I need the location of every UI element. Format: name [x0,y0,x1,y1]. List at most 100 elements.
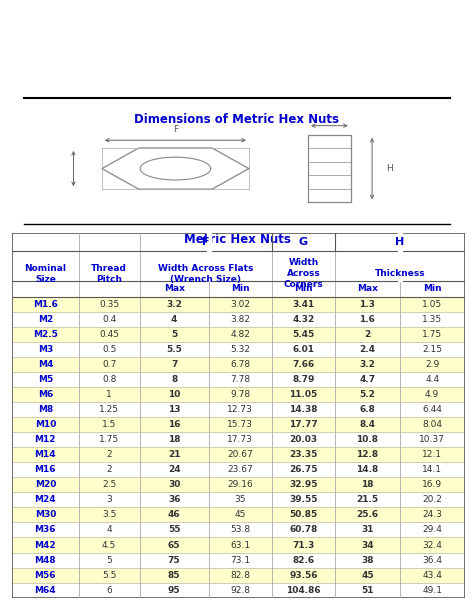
Bar [12,478,465,492]
Text: 36.4: 36.4 [422,555,442,565]
Text: 14.8: 14.8 [356,465,379,474]
Text: M36: M36 [35,525,56,535]
Text: 18: 18 [361,481,374,489]
Text: 14.1: 14.1 [422,465,442,474]
Text: Max: Max [164,284,184,293]
Text: 60.78: 60.78 [289,525,318,535]
Text: 53.8: 53.8 [230,525,250,535]
Text: M6: M6 [38,390,53,399]
Text: 45: 45 [361,571,374,580]
Text: 2.5: 2.5 [102,481,116,489]
Text: 35: 35 [235,495,246,504]
Text: M14: M14 [35,450,56,459]
Text: 49.1: 49.1 [422,585,442,595]
Bar [12,357,465,372]
Text: 4.7: 4.7 [359,375,375,384]
Text: 0.45: 0.45 [99,330,119,339]
Text: 20.03: 20.03 [289,435,318,444]
Text: 14.38: 14.38 [289,405,318,414]
Text: 2.4: 2.4 [359,345,375,354]
Text: 6.78: 6.78 [230,360,250,369]
Text: 7.66: 7.66 [292,360,314,369]
Text: Min: Min [231,284,249,293]
Text: 0.8: 0.8 [102,375,116,384]
Text: 10: 10 [168,390,180,399]
Text: M10: M10 [35,420,56,429]
Text: Thread
Pitch: Thread Pitch [91,264,127,284]
Bar [12,417,465,432]
Text: 3.2: 3.2 [166,300,182,309]
Text: 3.82: 3.82 [230,315,250,324]
Text: 21.5: 21.5 [356,495,378,504]
Text: G: G [299,237,308,247]
Text: 12.1: 12.1 [422,450,442,459]
Text: 4.5: 4.5 [102,541,116,549]
Text: M8: M8 [38,405,53,414]
Text: M20: M20 [35,481,56,489]
Text: 26.75: 26.75 [289,465,318,474]
Text: 1.5: 1.5 [102,420,116,429]
Bar [12,447,465,462]
Text: 1.75: 1.75 [422,330,442,339]
Text: 13: 13 [168,405,181,414]
Text: 0.5: 0.5 [102,345,116,354]
Text: 8: 8 [171,375,177,384]
Text: 65: 65 [168,541,181,549]
Text: 1.35: 1.35 [422,315,442,324]
Text: 2: 2 [365,330,371,339]
Text: 6.8: 6.8 [359,405,375,414]
Text: 92.8: 92.8 [230,585,250,595]
Text: 31: 31 [361,525,374,535]
Text: Max: Max [357,284,378,293]
Text: 12.73: 12.73 [228,405,253,414]
Text: 38: 38 [361,555,374,565]
Text: 32.4: 32.4 [422,541,442,549]
Text: 82.8: 82.8 [230,571,250,580]
Text: 0.35: 0.35 [99,300,119,309]
Text: 12.8: 12.8 [356,450,378,459]
Text: 6: 6 [106,585,112,595]
Text: 30: 30 [168,481,180,489]
Text: 5: 5 [171,330,177,339]
Bar [12,327,465,342]
Text: 4.9: 4.9 [425,390,439,399]
Text: 11.05: 11.05 [289,390,318,399]
Text: 24: 24 [168,465,181,474]
Text: 24.3: 24.3 [422,511,442,519]
Text: 51: 51 [361,585,374,595]
Text: 55: 55 [168,525,181,535]
Text: M48: M48 [35,555,56,565]
Text: M5: M5 [38,375,53,384]
Text: 34: 34 [361,541,374,549]
Text: 5.2: 5.2 [359,390,375,399]
Text: 39.55: 39.55 [289,495,318,504]
Text: 36: 36 [168,495,181,504]
Text: M3: M3 [38,345,53,354]
Text: 10.8: 10.8 [356,435,378,444]
Text: M2.5: M2.5 [33,330,58,339]
Text: 5.45: 5.45 [292,330,314,339]
Bar [12,387,465,402]
Text: 4.4: 4.4 [425,375,439,384]
Text: 5.5: 5.5 [166,345,182,354]
Text: M12: M12 [35,435,56,444]
Text: 7: 7 [171,360,177,369]
Text: 45: 45 [235,511,246,519]
Text: Min: Min [294,284,313,293]
Text: 3.2: 3.2 [359,360,375,369]
Text: M42: M42 [35,541,56,549]
Text: F: F [173,125,178,134]
Text: 43.4: 43.4 [422,571,442,580]
Text: Width Across Flats
(Wrench Size): Width Across Flats (Wrench Size) [158,264,253,284]
Text: 23.35: 23.35 [289,450,318,459]
Text: 46: 46 [168,511,181,519]
Text: 5.32: 5.32 [230,345,250,354]
Text: 29.16: 29.16 [228,481,253,489]
Text: 16: 16 [168,420,181,429]
Text: 1.3: 1.3 [359,300,375,309]
Text: 3.5: 3.5 [102,511,116,519]
Text: 21: 21 [168,450,181,459]
Text: 4: 4 [171,315,177,324]
Text: 18: 18 [168,435,181,444]
Text: 0.4: 0.4 [102,315,116,324]
